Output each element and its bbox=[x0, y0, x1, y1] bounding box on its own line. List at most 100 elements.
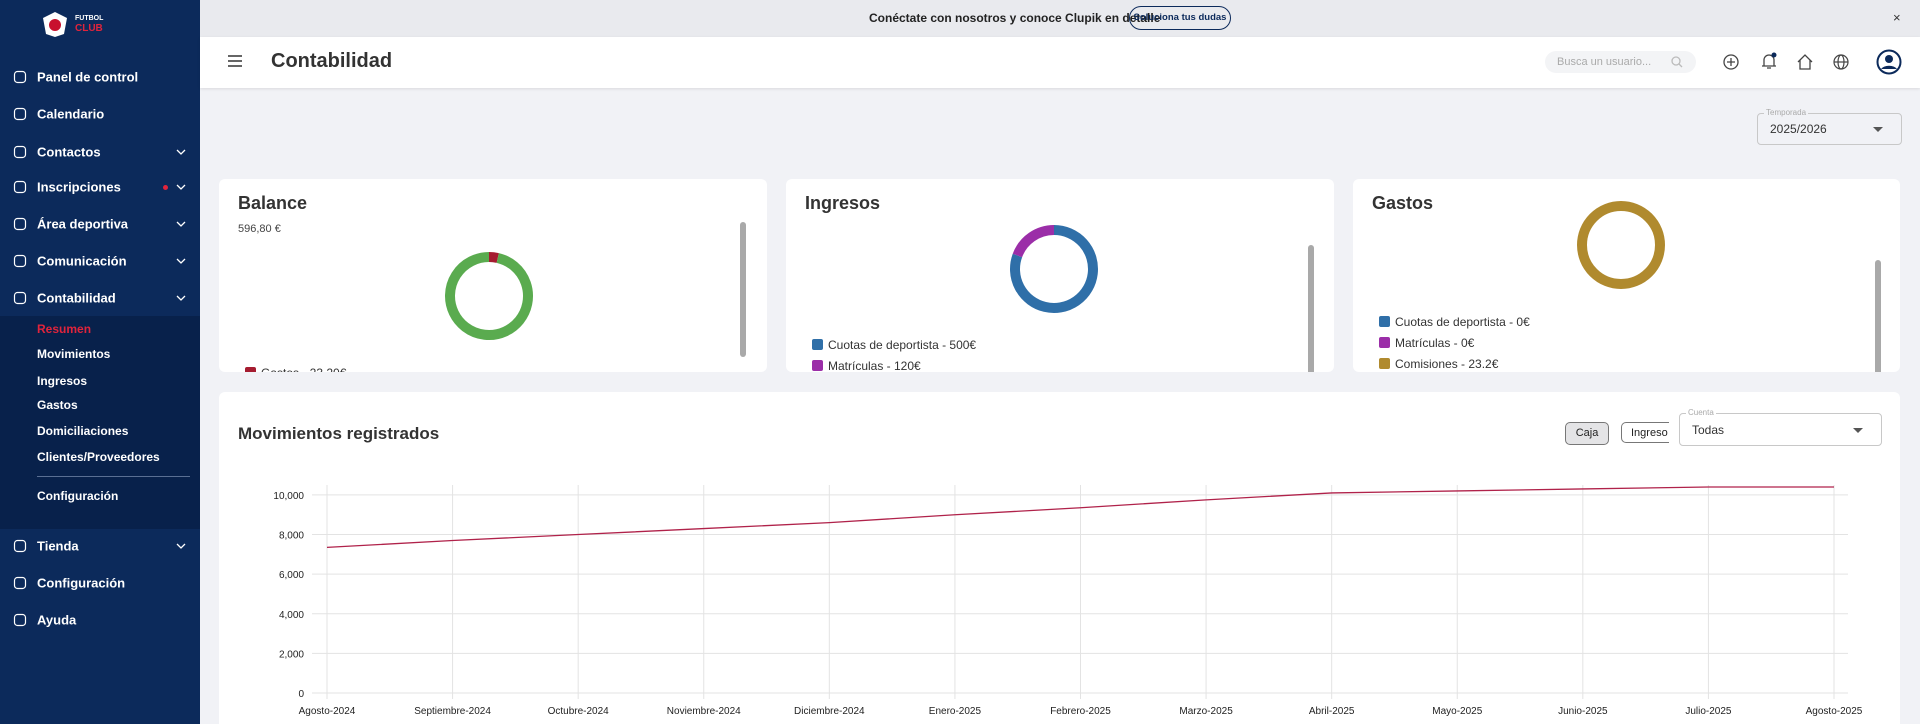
divider bbox=[37, 476, 190, 477]
search-box[interactable]: Busca un usuario... bbox=[1545, 51, 1696, 73]
submenu-panel bbox=[0, 316, 200, 529]
legend-swatch bbox=[812, 339, 823, 350]
donut-segment bbox=[445, 252, 533, 340]
menu-item[interactable]: Ayuda bbox=[37, 612, 77, 628]
chevron-path bbox=[176, 258, 186, 264]
select-label: Cuenta bbox=[1686, 408, 1716, 417]
submenu-item[interactable]: Gastos bbox=[37, 398, 78, 412]
menu-button[interactable] bbox=[228, 55, 242, 67]
movements-card: Movimientos registrados Caja Ingreso Cue… bbox=[219, 392, 1900, 724]
legend-item: Matrículas - 0€ bbox=[1379, 336, 1474, 350]
legend-item: Comisiones - 23.2€ bbox=[1379, 357, 1498, 371]
icon-shape bbox=[13, 291, 27, 305]
y-tick-label: 0 bbox=[298, 689, 304, 700]
submenu-item[interactable]: Movimientos bbox=[37, 347, 111, 361]
icon-shape bbox=[13, 145, 27, 159]
x-tick-label: Septiembre-2024 bbox=[414, 706, 491, 717]
menu-item[interactable]: Calendario bbox=[37, 106, 105, 122]
language-icon[interactable] bbox=[1832, 53, 1850, 71]
menu-item[interactable]: Área deportiva bbox=[37, 216, 129, 232]
toggle-button[interactable]: Caja bbox=[1565, 422, 1609, 445]
expense-card: Gastos Cuotas de deportista - 0€ Matrícul… bbox=[1353, 179, 1900, 372]
menu-icon bbox=[13, 217, 27, 231]
scrollbar[interactable] bbox=[1308, 245, 1314, 372]
logo-text: FUTBOL bbox=[75, 15, 104, 22]
x-tick-label: Mayo-2025 bbox=[1432, 706, 1482, 717]
menu-icon bbox=[13, 70, 27, 84]
submenu-item[interactable]: Domiciliaciones bbox=[37, 424, 129, 438]
close-button[interactable]: × bbox=[1893, 10, 1901, 25]
select-label: Temporada bbox=[1764, 108, 1809, 117]
icon-shape bbox=[13, 217, 27, 231]
submenu-item[interactable]: Resumen bbox=[37, 322, 92, 336]
line-chart: 0 2,000 4,000 6,000 8,000 10,000 Agosto-2024 Se… bbox=[273, 485, 1863, 717]
x-tick-label: Abril-2025 bbox=[1309, 706, 1355, 717]
donut-chart bbox=[1577, 201, 1665, 289]
avatar[interactable] bbox=[1876, 49, 1902, 75]
toggle-button[interactable]: Ingreso bbox=[1621, 422, 1669, 443]
scrollbar[interactable] bbox=[740, 222, 746, 357]
menu-item[interactable]: Comunicación bbox=[37, 253, 127, 269]
add-icon[interactable] bbox=[1722, 53, 1740, 71]
chevron-path bbox=[176, 295, 186, 301]
card-title: Gastos bbox=[1372, 193, 1434, 213]
banner-button[interactable]: Soluciona tus dudas bbox=[1129, 6, 1231, 30]
search-icon bbox=[1671, 56, 1683, 68]
y-tick-label: 4,000 bbox=[279, 610, 304, 621]
select-value: Todas bbox=[1692, 422, 1725, 437]
legend-label: Matrículas - 120€ bbox=[828, 359, 921, 372]
legend-label: Gastos - 23.20€ bbox=[261, 366, 346, 372]
scrollbar[interactable] bbox=[1875, 260, 1881, 372]
x-tick-label: Noviembre-2024 bbox=[667, 706, 741, 717]
chevron bbox=[176, 184, 186, 190]
menu-item[interactable]: Contabilidad bbox=[37, 290, 116, 306]
submenu-item[interactable]: Clientes/Proveedores bbox=[37, 450, 160, 464]
icon-shape bbox=[13, 576, 27, 590]
legend-item: Cuotas de deportista - 0€ bbox=[1379, 315, 1530, 329]
legend-item: Gastos - 23.20€ bbox=[245, 366, 346, 372]
menu-item[interactable]: Contactos bbox=[37, 144, 101, 160]
account-select[interactable]: Cuenta Todas bbox=[1679, 408, 1882, 446]
data-line bbox=[326, 486, 1834, 549]
legend-item: Cuotas de deportista - 500€ bbox=[812, 338, 976, 352]
donut-segment bbox=[1010, 225, 1098, 313]
menu-icon bbox=[13, 180, 27, 194]
menu-icon bbox=[13, 613, 27, 627]
chevron-path bbox=[176, 221, 186, 227]
icon-shape bbox=[13, 539, 27, 553]
submenu-item[interactable]: Ingresos bbox=[37, 374, 88, 388]
menu-icon bbox=[13, 539, 27, 553]
menu-item[interactable]: Inscripciones bbox=[37, 179, 121, 195]
home-icon[interactable] bbox=[1796, 53, 1814, 71]
y-tick-label: 2,000 bbox=[279, 649, 304, 660]
icon-shape bbox=[13, 107, 27, 121]
season-select[interactable]: Temporada 2025/2026 bbox=[1757, 108, 1902, 145]
chevron-path bbox=[176, 149, 186, 155]
legend-swatch bbox=[245, 367, 256, 372]
chevron bbox=[176, 295, 186, 301]
legend-label: Matrículas - 0€ bbox=[1395, 336, 1475, 350]
badge-dot bbox=[163, 185, 168, 190]
submenu-item[interactable]: Configuración bbox=[37, 489, 119, 503]
card-title: Ingresos bbox=[805, 193, 881, 213]
banner-text: Conéctate con nosotros y conoce Clupik e… bbox=[869, 11, 1161, 25]
search-placeholder: Busca un usuario... bbox=[1557, 56, 1652, 68]
menu-item[interactable]: Panel de control bbox=[37, 69, 139, 85]
menu-icon bbox=[13, 107, 27, 121]
notifications-icon[interactable] bbox=[1759, 51, 1779, 71]
x-tick-label: Octubre-2024 bbox=[548, 706, 610, 717]
legend-label: Cuotas de deportista - 500€ bbox=[828, 338, 977, 352]
chevron-path bbox=[176, 543, 186, 549]
y-tick-label: 8,000 bbox=[279, 531, 304, 542]
legend-swatch bbox=[1379, 337, 1390, 348]
y-tick-label: 6,000 bbox=[279, 570, 304, 581]
legend-label: Cuotas de deportista - 0€ bbox=[1395, 315, 1530, 329]
menu-icon bbox=[13, 145, 27, 159]
icon-shape bbox=[13, 180, 27, 194]
icon-shape bbox=[13, 254, 27, 268]
x-tick-label: Julio-2025 bbox=[1685, 706, 1732, 717]
menu-item[interactable]: Tienda bbox=[37, 538, 79, 554]
chevron bbox=[176, 258, 186, 264]
menu-item[interactable]: Configuración bbox=[37, 575, 126, 591]
